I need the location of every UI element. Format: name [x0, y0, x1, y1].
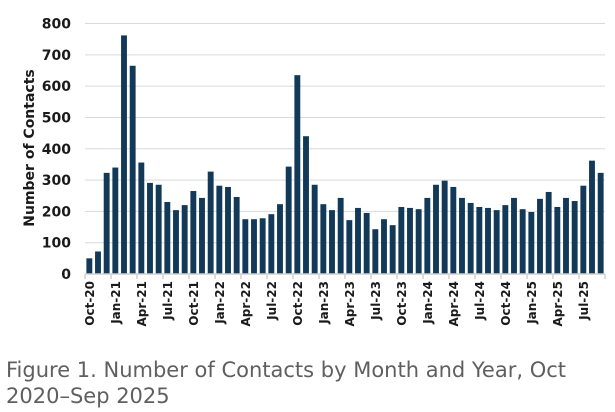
- bar: [571, 201, 578, 274]
- bar: [138, 162, 145, 274]
- bar: [242, 219, 249, 274]
- bar: [545, 191, 552, 274]
- x-tick-label: Apr-21: [135, 281, 149, 326]
- bar: [181, 205, 188, 274]
- bar: [285, 166, 292, 274]
- bar: [173, 210, 179, 274]
- bar: [407, 207, 413, 274]
- bar: [216, 185, 223, 274]
- bar: [537, 198, 543, 274]
- x-tick-label: Oct-24: [499, 281, 513, 326]
- bar: [355, 207, 361, 274]
- bar: [485, 207, 491, 274]
- y-tick-label: 200: [42, 204, 71, 220]
- bar: [363, 212, 370, 274]
- bar: [415, 209, 422, 274]
- gridlines: [85, 23, 605, 244]
- bar: [589, 160, 595, 274]
- bar: [129, 65, 136, 275]
- y-tick-label: 400: [42, 142, 71, 158]
- x-tick-label: Jan-21: [109, 281, 123, 325]
- x-tick-label: Apr-23: [343, 281, 357, 326]
- bar-chart: 0 100 200 300 400 500 600 700 800 Number of Cont…: [22, 17, 606, 326]
- bar: [597, 172, 604, 274]
- bar: [493, 210, 500, 274]
- bar: [190, 191, 197, 274]
- bar: [320, 204, 327, 274]
- bar: [554, 206, 561, 274]
- x-tick-label: Jul-21: [161, 281, 175, 321]
- bar: [311, 184, 318, 274]
- bar: [519, 209, 526, 274]
- bar: [329, 210, 335, 274]
- bar: [337, 197, 344, 274]
- y-tick-label: 500: [42, 110, 71, 126]
- x-tick-label: Jan-23: [317, 281, 331, 325]
- bar: [303, 136, 309, 274]
- bar: [86, 258, 93, 274]
- y-tick-label: 800: [42, 17, 71, 33]
- y-axis-ticks: 0 100 200 300 400 500 600 700 800: [42, 17, 71, 284]
- bar: [225, 186, 231, 274]
- x-tick-label: Apr-25: [551, 281, 565, 326]
- bar: [147, 182, 153, 274]
- bar: [294, 75, 301, 274]
- bar: [476, 206, 483, 274]
- bar: [381, 219, 387, 274]
- y-tick-label: 0: [61, 267, 71, 283]
- x-tick-label: Jul-24: [473, 281, 487, 321]
- x-tick-label: Oct-20: [83, 281, 97, 326]
- bar: [511, 197, 517, 274]
- bar: [441, 180, 448, 274]
- x-tick-label: Oct-23: [395, 281, 409, 326]
- x-tick-label: Jan-25: [525, 281, 539, 325]
- y-axis-label: Number of Contacts: [22, 69, 38, 226]
- bar: [450, 186, 457, 274]
- x-tick-label: Apr-22: [239, 281, 253, 326]
- x-tick-label: Jul-22: [265, 281, 279, 321]
- y-tick-label: 600: [42, 79, 71, 95]
- bar: [502, 205, 509, 274]
- bar: [424, 197, 431, 274]
- bar: [268, 214, 275, 274]
- bar: [233, 196, 240, 274]
- figure-caption: Figure 1. Number of Contacts by Month an…: [6, 358, 567, 408]
- bar: [95, 251, 101, 274]
- bar: [103, 172, 110, 274]
- x-tick-label: Jan-24: [421, 281, 435, 325]
- x-axis-ticks: Oct-20 Jan-21 Apr-21 Jul-21 Oct-21 Jan-22 Apr-…: [83, 274, 606, 326]
- bar: [372, 229, 379, 274]
- bar: [398, 206, 405, 274]
- bar: [199, 197, 205, 274]
- bar: [155, 184, 162, 274]
- bar: [467, 202, 474, 274]
- bar: [580, 185, 587, 274]
- bar: [207, 171, 214, 274]
- y-tick-label: 100: [42, 236, 71, 252]
- bar: [112, 167, 119, 274]
- bar: [346, 220, 353, 274]
- x-tick-label: Apr-24: [447, 281, 461, 326]
- bar: [389, 225, 396, 274]
- x-tick-label: Jul-25: [577, 281, 591, 321]
- x-tick-label: Oct-21: [187, 281, 201, 326]
- x-tick-label: Jul-23: [369, 281, 383, 321]
- bars: [86, 35, 604, 275]
- bar: [433, 184, 439, 274]
- bar: [259, 218, 266, 274]
- bar: [459, 197, 465, 274]
- y-tick-label: 300: [42, 173, 71, 189]
- bar: [251, 219, 257, 274]
- bar: [164, 201, 171, 274]
- bar: [277, 204, 283, 274]
- x-tick-label: Jan-22: [213, 281, 227, 325]
- bar: [528, 212, 535, 274]
- x-tick-label: Oct-22: [291, 281, 305, 326]
- bar: [563, 197, 569, 274]
- y-tick-label: 700: [42, 48, 71, 64]
- bar: [121, 35, 127, 275]
